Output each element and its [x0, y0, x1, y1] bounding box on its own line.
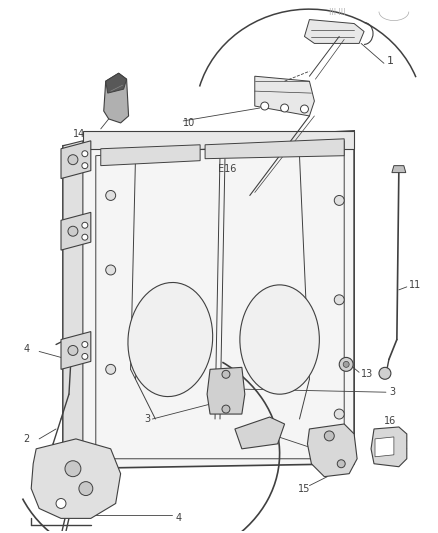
- Circle shape: [82, 342, 88, 348]
- Circle shape: [222, 370, 230, 378]
- Circle shape: [379, 367, 391, 379]
- Text: 13: 13: [361, 369, 373, 379]
- Text: 2: 2: [23, 434, 29, 444]
- Circle shape: [82, 234, 88, 240]
- Polygon shape: [207, 367, 245, 414]
- Polygon shape: [106, 73, 127, 93]
- Polygon shape: [255, 76, 314, 116]
- Circle shape: [82, 163, 88, 168]
- Polygon shape: [101, 145, 200, 166]
- Circle shape: [82, 222, 88, 228]
- Circle shape: [106, 365, 116, 374]
- Text: 11: 11: [409, 280, 421, 290]
- Polygon shape: [63, 141, 83, 469]
- Polygon shape: [31, 439, 120, 519]
- Text: 16: 16: [384, 416, 396, 426]
- Circle shape: [300, 105, 308, 113]
- Ellipse shape: [240, 285, 319, 394]
- Circle shape: [82, 353, 88, 359]
- Circle shape: [334, 196, 344, 205]
- Circle shape: [106, 190, 116, 200]
- Circle shape: [79, 482, 93, 496]
- Text: 14: 14: [73, 129, 85, 139]
- Circle shape: [334, 295, 344, 305]
- Circle shape: [222, 405, 230, 413]
- Circle shape: [68, 155, 78, 165]
- Text: 15: 15: [297, 483, 310, 494]
- Text: 4: 4: [23, 344, 29, 354]
- Circle shape: [68, 226, 78, 236]
- Text: 3: 3: [389, 387, 395, 397]
- Text: 5: 5: [318, 446, 324, 456]
- Polygon shape: [61, 212, 91, 250]
- Circle shape: [106, 265, 116, 275]
- Circle shape: [68, 345, 78, 356]
- Circle shape: [337, 460, 345, 468]
- Circle shape: [324, 431, 334, 441]
- Polygon shape: [304, 20, 364, 43]
- Polygon shape: [392, 166, 406, 173]
- Circle shape: [339, 358, 353, 372]
- Text: 10: 10: [183, 118, 195, 128]
- Polygon shape: [375, 437, 394, 457]
- Circle shape: [334, 409, 344, 419]
- Circle shape: [56, 498, 66, 508]
- Polygon shape: [61, 332, 91, 369]
- Circle shape: [281, 104, 289, 112]
- Text: 1: 1: [387, 56, 394, 66]
- Polygon shape: [235, 417, 285, 449]
- Polygon shape: [371, 427, 407, 467]
- Polygon shape: [205, 139, 344, 159]
- Text: 4: 4: [175, 513, 181, 523]
- Circle shape: [261, 102, 268, 110]
- Polygon shape: [104, 73, 129, 123]
- Circle shape: [82, 151, 88, 157]
- Circle shape: [343, 361, 349, 367]
- Circle shape: [65, 461, 81, 477]
- Polygon shape: [63, 131, 354, 469]
- Polygon shape: [61, 141, 91, 179]
- Polygon shape: [307, 424, 357, 477]
- Text: E16: E16: [218, 164, 237, 174]
- Text: ||| |||: ||| |||: [329, 8, 346, 15]
- Polygon shape: [83, 131, 354, 149]
- Ellipse shape: [128, 282, 213, 397]
- Text: 3: 3: [145, 414, 151, 424]
